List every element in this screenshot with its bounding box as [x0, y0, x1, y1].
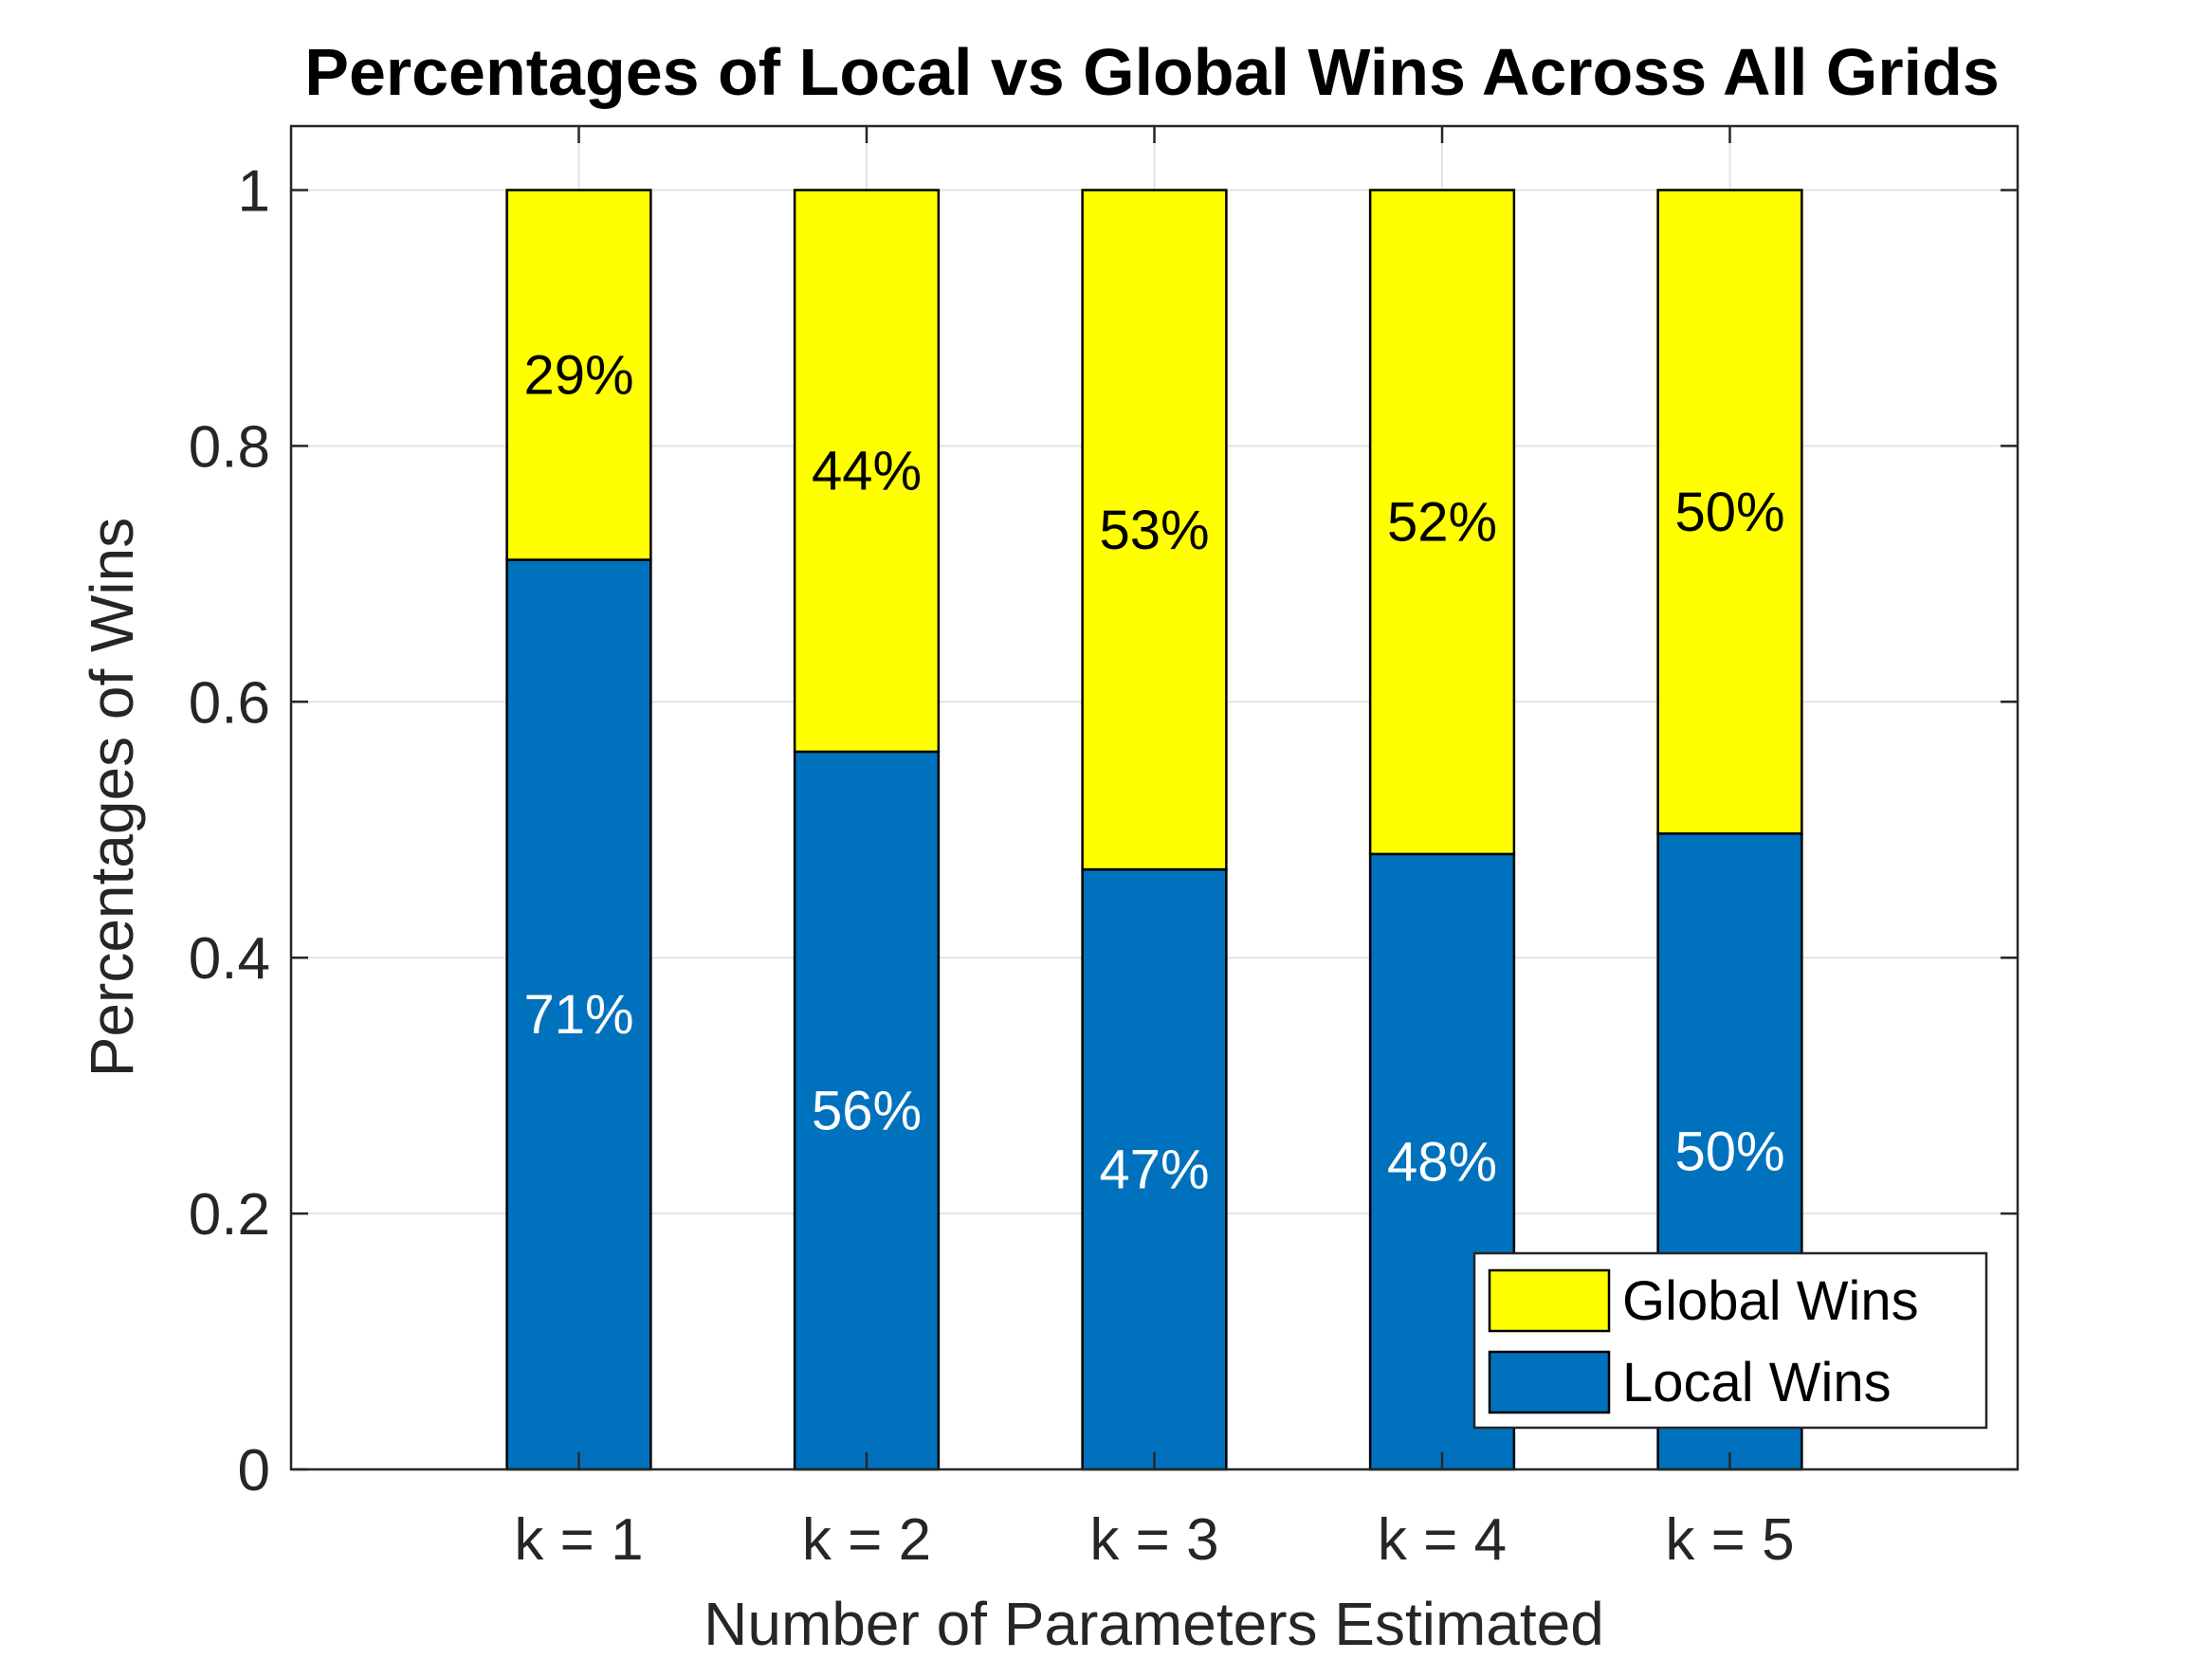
global-wins-label: 44% — [812, 441, 922, 502]
x-tick-label: k = 3 — [1089, 1507, 1218, 1573]
legend-swatch-global — [1488, 1268, 1611, 1333]
legend-swatch-local — [1488, 1350, 1611, 1414]
global-wins-label: 52% — [1387, 492, 1497, 554]
y-tick-label: 0.8 — [189, 414, 270, 480]
global-wins-bar — [1081, 189, 1228, 871]
global-wins-label: 29% — [523, 344, 633, 406]
local-wins-label: 56% — [812, 1080, 922, 1141]
y-tick-label: 0.6 — [189, 670, 270, 736]
y-tick-label: 0.2 — [189, 1182, 270, 1248]
data-labels: 71% 56% 47% 48% 50% 29% 44% 53% 52% 50% — [523, 344, 1784, 1200]
global-wins-bar — [793, 189, 941, 754]
axes — [289, 124, 2020, 1471]
x-tick-label: k = 1 — [514, 1507, 643, 1573]
y-tick-label: 1 — [238, 158, 270, 224]
y-tick-label: 0 — [238, 1438, 270, 1504]
legend-label-local: Local Wins — [1622, 1352, 1892, 1413]
x-tick-label: k = 2 — [802, 1507, 931, 1573]
global-wins-bar — [505, 189, 652, 561]
legend-label-global: Global Wins — [1622, 1270, 1919, 1332]
legend: Global Wins Local Wins — [1472, 1251, 1988, 1430]
x-tick-labels: k = 1 k = 2 k = 3 k = 4 k = 5 — [514, 1507, 1794, 1573]
local-wins-bar — [505, 558, 652, 1471]
x-tick-label: k = 4 — [1378, 1507, 1507, 1573]
y-axis-label: Percentages of Wins — [78, 518, 146, 1078]
local-wins-bar — [1081, 867, 1228, 1471]
chart-title: Percentages of Local vs Global Wins Acro… — [304, 35, 2000, 109]
local-wins-label: 50% — [1674, 1121, 1784, 1183]
global-wins-label: 50% — [1674, 482, 1784, 543]
y-tick-label: 0.4 — [189, 926, 270, 992]
local-wins-bar — [793, 750, 941, 1471]
local-wins-label: 47% — [1099, 1139, 1209, 1201]
bars — [505, 189, 1803, 1471]
global-wins-bar — [1656, 189, 1803, 835]
local-wins-label: 48% — [1387, 1131, 1497, 1193]
x-axis-label: Number of Parameters Estimated — [704, 1590, 1604, 1658]
y-tick-labels: 0 0.2 0.4 0.6 0.8 1 — [189, 158, 270, 1504]
global-wins-bar — [1368, 189, 1516, 856]
local-wins-label: 71% — [523, 984, 633, 1046]
global-wins-label: 53% — [1099, 500, 1209, 561]
x-tick-label: k = 5 — [1665, 1507, 1794, 1573]
